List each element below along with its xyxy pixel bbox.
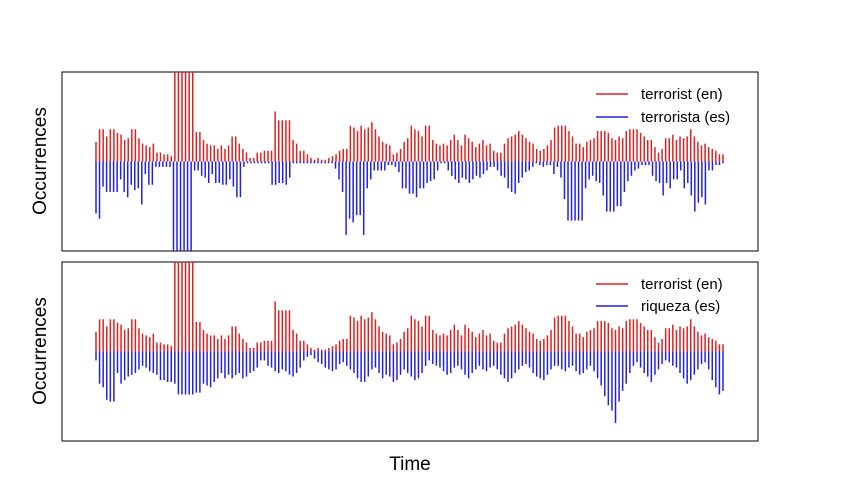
plot-frame	[61, 261, 759, 442]
legend-label-es: riqueza (es)	[641, 298, 720, 315]
y-axis-label: Occurrences	[30, 297, 51, 405]
y-axis-label: Occurrences	[30, 107, 51, 215]
legend-label-en: terrorist (en)	[641, 86, 723, 103]
legend: terrorist (en) riqueza (es)	[596, 276, 723, 315]
legend-label-es: terrorista (es)	[641, 109, 730, 126]
chart-panel-2: Occurrences terrorist (en) riqueza (es)	[30, 261, 759, 442]
legend-label-en: terrorist (en)	[641, 276, 723, 293]
plot-frame	[61, 71, 759, 252]
bar-group	[95, 262, 724, 424]
chart-panel-1: Occurrences terrorist (en) terrorista (e…	[30, 71, 759, 252]
bar-group	[95, 72, 724, 251]
legend: terrorist (en) terrorista (es)	[596, 86, 730, 126]
x-axis-label: Time	[389, 454, 431, 475]
